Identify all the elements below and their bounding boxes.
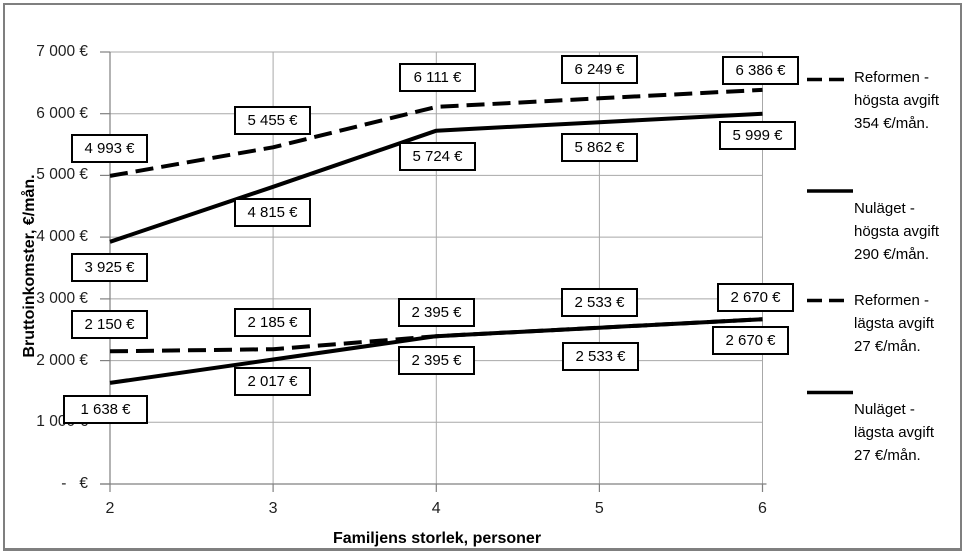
- x-tick-label: 4: [431, 500, 441, 517]
- y-tick-label: - €: [61, 475, 88, 492]
- data-label: 5 455 €: [234, 106, 311, 135]
- legend-entry: Reformen - lägsta avgift 27 €/mån.: [854, 289, 968, 358]
- legend-label-line: Reformen -: [854, 69, 930, 86]
- legend-entry: Nuläget - lägsta avgift 27 €/mån.: [854, 398, 968, 467]
- data-label: 2 670 €: [717, 283, 794, 312]
- y-tick-label: 3 000 €: [36, 289, 88, 307]
- legend-label-line: 27 €/mån.: [854, 338, 921, 355]
- data-label: 6 249 €: [561, 55, 638, 84]
- data-label: 2 150 €: [71, 310, 148, 339]
- y-tick-label: 4 000 €: [36, 228, 88, 246]
- data-label: 2 670 €: [712, 326, 789, 355]
- gridlines: [109, 51, 763, 485]
- y-tick-label: 5 000 €: [36, 166, 88, 184]
- y-tick-label: 6 000 €: [36, 104, 88, 122]
- x-axis-title: Familjens storlek, personer: [332, 530, 542, 547]
- legend-label-line: 27 €/mån.: [854, 447, 921, 464]
- data-label: 2 533 €: [561, 288, 638, 317]
- y-tick-label: 7 000 €: [36, 43, 88, 60]
- data-label: 4 993 €: [71, 134, 148, 163]
- series-line-0: [109, 87, 763, 178]
- data-label: 2 533 €: [562, 342, 639, 371]
- legend-label-line: 354 €/mån.: [854, 115, 930, 132]
- legend-label-line: 290 €/mån.: [854, 246, 930, 263]
- data-label: 4 815 €: [234, 198, 311, 227]
- data-label: 5 862 €: [561, 133, 638, 162]
- data-label: 2 017 €: [234, 367, 311, 396]
- data-label: 1 638 €: [63, 395, 148, 424]
- legend-entry: Reformen - högsta avgift 354 €/mån.: [854, 66, 968, 135]
- x-tick-label: 2: [105, 500, 115, 517]
- data-label: 5 724 €: [399, 142, 476, 171]
- data-label: 5 999 €: [719, 121, 796, 150]
- legend-label-line: högsta avgift: [854, 223, 940, 240]
- legend-label-line: lägsta avgift: [854, 315, 935, 332]
- y-tick-label: 2 000 €: [36, 351, 88, 369]
- legend-entry: Nuläget - högsta avgift 290 €/mån.: [854, 197, 968, 266]
- series-line-3: [109, 317, 763, 385]
- legend-label-line: Nuläget -: [854, 200, 915, 217]
- data-label: 2 185 €: [234, 308, 311, 337]
- x-tick-label: 3: [268, 500, 278, 517]
- legend-label-line: Nuläget -: [854, 401, 915, 418]
- series-line-1: [109, 111, 763, 244]
- data-label: 3 925 €: [71, 253, 148, 282]
- y-axis-title: Bruttoinkomster, €/mån.: [21, 174, 38, 358]
- data-label: 6 111 €: [399, 63, 476, 92]
- data-label: 2 395 €: [398, 298, 475, 327]
- x-tick-label: 5: [594, 500, 604, 517]
- data-label: 6 386 €: [722, 56, 799, 85]
- x-tick-label: 6: [758, 500, 767, 517]
- data-label: 2 395 €: [398, 346, 475, 375]
- legend-key-samples: [807, 77, 853, 395]
- legend-label-line: högsta avgift: [854, 92, 940, 109]
- legend-label-line: Reformen -: [854, 292, 930, 309]
- legend-label-line: lägsta avgift: [854, 424, 935, 441]
